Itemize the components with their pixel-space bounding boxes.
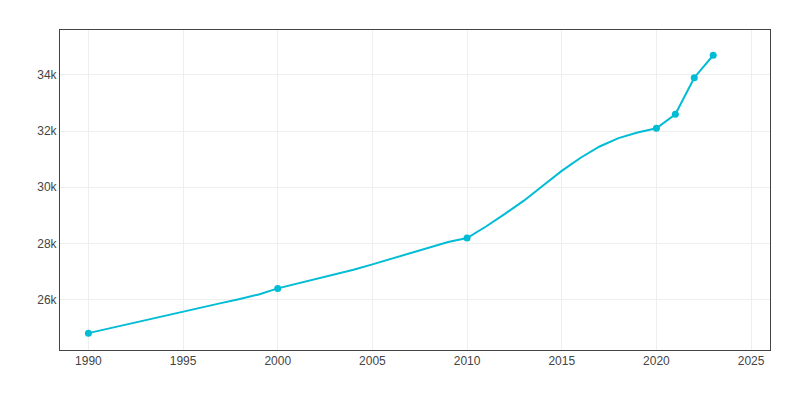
- svg-text:26k: 26k: [37, 293, 57, 307]
- svg-text:2000: 2000: [264, 354, 291, 368]
- svg-text:28k: 28k: [37, 237, 57, 251]
- svg-text:2025: 2025: [738, 354, 765, 368]
- svg-text:32k: 32k: [37, 124, 57, 138]
- svg-text:2020: 2020: [643, 354, 670, 368]
- svg-text:34k: 34k: [37, 68, 57, 82]
- svg-text:2005: 2005: [359, 354, 386, 368]
- svg-text:1990: 1990: [75, 354, 102, 368]
- svg-text:30k: 30k: [37, 180, 57, 194]
- svg-text:1995: 1995: [170, 354, 197, 368]
- svg-text:2015: 2015: [548, 354, 575, 368]
- svg-text:2010: 2010: [454, 354, 481, 368]
